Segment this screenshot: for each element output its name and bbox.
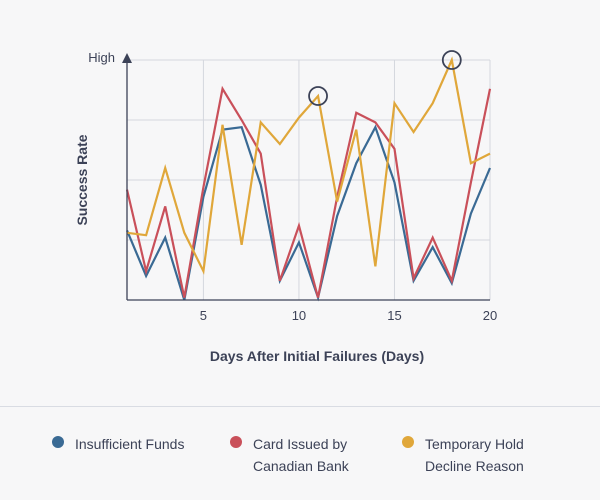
highlight-circle-icon [441, 50, 462, 70]
x-tick-label: 15 [387, 308, 401, 323]
y-axis-arrow [122, 53, 132, 63]
legend-dot-icon [52, 436, 64, 448]
x-tick-label: 20 [483, 308, 497, 323]
legend-label: Card Issued by Canadian Bank [253, 436, 349, 474]
series-lines [125, 56, 492, 302]
legend-item-card-issued-canadian-bank: Card Issued by Canadian Bank [230, 433, 349, 477]
x-tick-labels: 5 10 15 20 [200, 308, 497, 323]
legend-label: Insufficient Funds [75, 436, 185, 452]
legend-item-temporary-hold-decline-reason: Temporary Hold Decline Reason [402, 433, 524, 477]
series-line-temporary-hold-decline-reason [126, 56, 491, 275]
x-axis-title: Days After Initial Failures (Days) [210, 348, 424, 364]
y-axis-title: Success Rate [74, 134, 90, 225]
legend: Insufficient Funds Card Issued by Canadi… [0, 407, 600, 500]
x-tick-label: 10 [292, 308, 306, 323]
x-tick-label: 5 [200, 308, 207, 323]
legend-item-insufficient-funds: Insufficient Funds [52, 433, 184, 455]
legend-dot-icon [230, 436, 242, 448]
legend-divider [0, 406, 600, 407]
legend-dot-icon [402, 436, 414, 448]
line-chart: High Success Rate Days After Initial Fai… [74, 50, 497, 364]
highlight-markers [308, 50, 462, 106]
axes: High Success Rate Days After Initial Fai… [74, 50, 490, 364]
y-axis-top-label: High [88, 50, 115, 65]
highlight-circle-icon [308, 86, 328, 106]
series-line-card-issued-by-canadian-bank [125, 85, 492, 298]
legend-label: Temporary Hold Decline Reason [425, 436, 524, 474]
series-line-insufficient-funds [125, 124, 492, 302]
